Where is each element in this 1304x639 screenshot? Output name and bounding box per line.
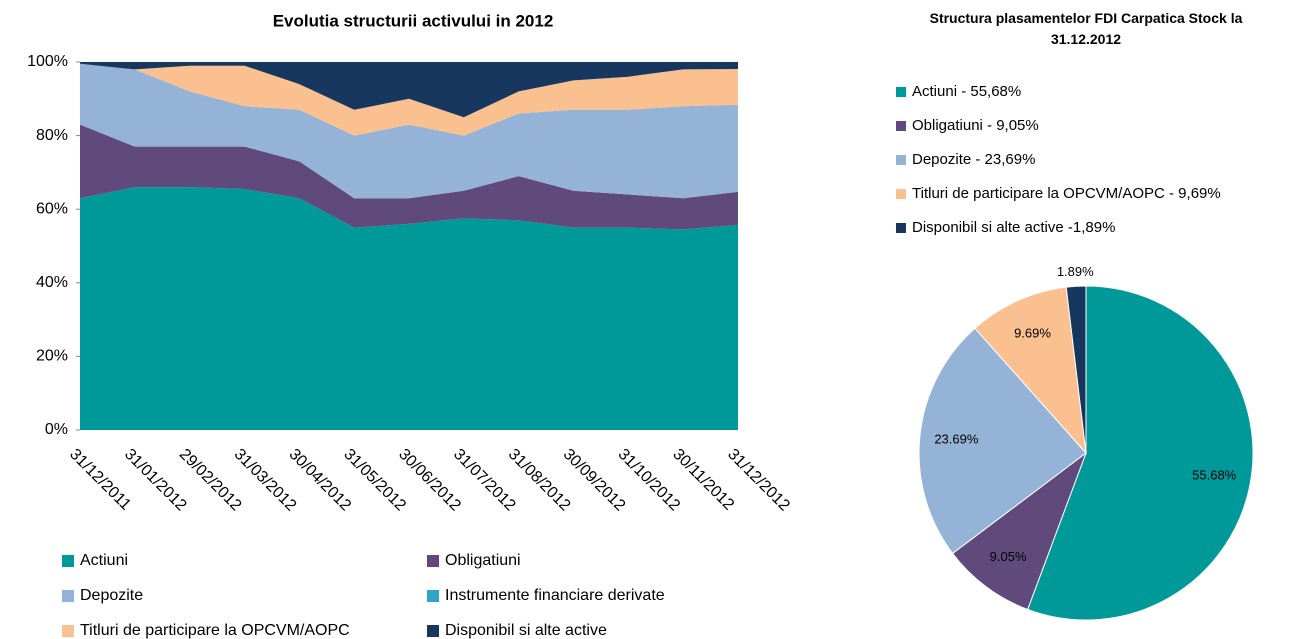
- legend-label: Disponibil si alte active: [445, 622, 607, 639]
- legend-label: Depozite: [80, 587, 143, 604]
- data-label: 23.69%: [934, 432, 979, 447]
- y-tick-label: 60%: [36, 200, 68, 217]
- data-label: 9.69%: [1014, 326, 1051, 341]
- area: [80, 63, 738, 199]
- legend-swatch: [896, 87, 906, 97]
- data-label: 55.68%: [1192, 468, 1237, 483]
- y-tick-label: 0%: [45, 421, 68, 438]
- pie-slice: [918, 327, 1087, 555]
- y-tick-label: 80%: [36, 127, 68, 144]
- legend-swatch: [62, 590, 74, 602]
- legend-label: Titluri de participare la OPCVM/AOPC: [80, 622, 350, 639]
- pie-slice: [974, 286, 1087, 455]
- legend-label: Instrumente financiare derivate: [445, 587, 665, 604]
- legend-swatch: [427, 590, 439, 602]
- legend-swatch: [427, 625, 439, 637]
- legend-swatch: [896, 155, 906, 165]
- data-label: 9.05%: [990, 549, 1027, 564]
- area: [80, 62, 738, 118]
- legend-label: Actiuni: [80, 552, 128, 569]
- chart-title: Evolutia structurii activului in 2012: [273, 11, 554, 30]
- pie-slice: [1065, 285, 1087, 454]
- area: [80, 187, 738, 430]
- pie-slice: [1027, 285, 1254, 621]
- legend-label: Actiuni - 55,68%: [912, 83, 1021, 100]
- legend-label: Obligatiuni - 9,05%: [912, 117, 1039, 134]
- area: [80, 124, 738, 230]
- y-tick-label: 20%: [36, 348, 68, 365]
- y-tick-label: 40%: [36, 274, 68, 291]
- legend-swatch: [896, 189, 906, 199]
- legend-label: Disponibil si alte active -1,89%: [912, 219, 1115, 236]
- pie-title: Structura plasamentelor FDI Carpatica St…: [929, 10, 1243, 47]
- pie-slice: [951, 451, 1088, 611]
- legend-swatch: [427, 555, 439, 567]
- legend-swatch: [62, 555, 74, 567]
- legend-label: Depozite - 23,69%: [912, 151, 1035, 168]
- legend-label: Titluri de participare la OPCVM/AOPC - 9…: [912, 185, 1221, 202]
- area: [80, 63, 738, 136]
- data-label: 1.89%: [1057, 264, 1094, 279]
- legend-label: Obligatiuni: [445, 552, 521, 569]
- y-tick-label: 100%: [27, 53, 68, 70]
- pie-title-box: Structura plasamentelor FDI Carpatica St…: [929, 10, 1243, 47]
- legend-swatch: [896, 121, 906, 131]
- legend-swatch: [896, 223, 906, 233]
- legend-swatch: [62, 625, 74, 637]
